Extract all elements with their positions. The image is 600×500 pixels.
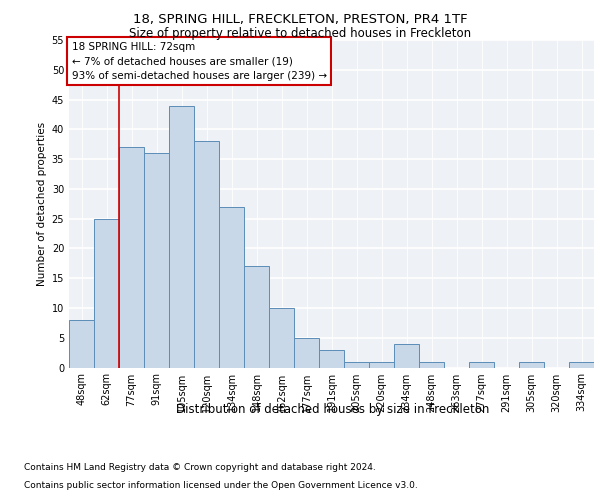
Bar — [469, 362, 494, 368]
Bar — [569, 362, 594, 368]
Bar — [219, 206, 244, 368]
Bar — [344, 362, 369, 368]
Bar — [194, 141, 219, 368]
Bar — [94, 218, 119, 368]
Bar — [69, 320, 94, 368]
Bar — [369, 362, 394, 368]
Bar — [144, 153, 169, 368]
Bar — [319, 350, 344, 368]
Bar — [119, 147, 144, 368]
Bar — [269, 308, 294, 368]
Text: Contains public sector information licensed under the Open Government Licence v3: Contains public sector information licen… — [24, 481, 418, 490]
Bar — [294, 338, 319, 368]
Text: Distribution of detached houses by size in Freckleton: Distribution of detached houses by size … — [176, 402, 490, 415]
Text: 18, SPRING HILL, FRECKLETON, PRESTON, PR4 1TF: 18, SPRING HILL, FRECKLETON, PRESTON, PR… — [133, 12, 467, 26]
Text: Size of property relative to detached houses in Freckleton: Size of property relative to detached ho… — [129, 28, 471, 40]
Y-axis label: Number of detached properties: Number of detached properties — [37, 122, 47, 286]
Bar — [244, 266, 269, 368]
Text: Contains HM Land Registry data © Crown copyright and database right 2024.: Contains HM Land Registry data © Crown c… — [24, 462, 376, 471]
Bar — [169, 106, 194, 368]
Bar — [519, 362, 544, 368]
Text: 18 SPRING HILL: 72sqm
← 7% of detached houses are smaller (19)
93% of semi-detac: 18 SPRING HILL: 72sqm ← 7% of detached h… — [71, 42, 327, 81]
Bar — [394, 344, 419, 367]
Bar — [419, 362, 444, 368]
